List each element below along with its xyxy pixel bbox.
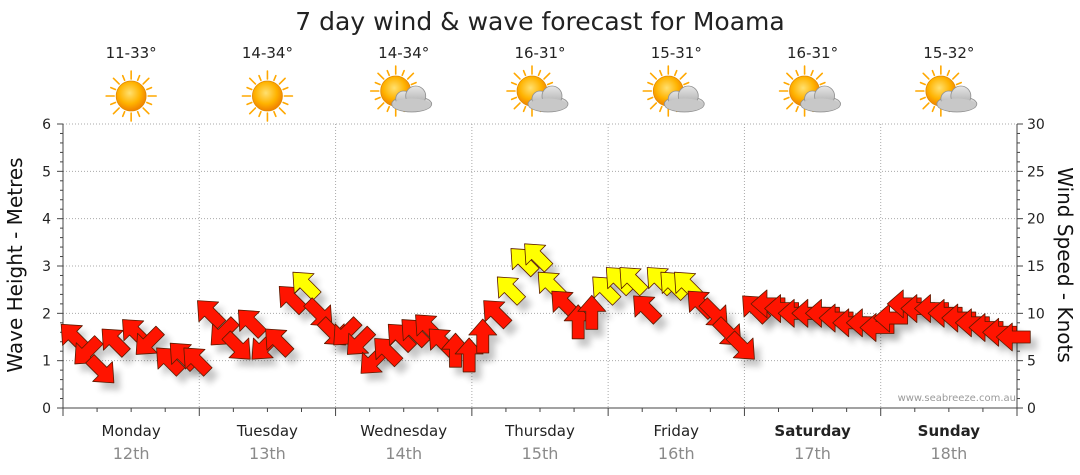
- wind-arrow: [278, 286, 308, 316]
- wind-arrow: [265, 328, 295, 358]
- y-axis-title-left: Wave Height - Metres: [3, 157, 27, 372]
- temperature-range: 15-31°: [651, 44, 702, 62]
- day-date-label: 15th: [522, 444, 559, 463]
- temperature-range: 16-31°: [787, 44, 838, 62]
- wind-arrow: [292, 271, 322, 301]
- y-tick-label-left: 1: [42, 354, 51, 370]
- y-axis-title-right: Wind Speed - Knots: [1053, 167, 1077, 363]
- y-tick-label-right: 30: [1027, 117, 1045, 133]
- sun-icon: [105, 70, 157, 122]
- wind-arrow: [524, 243, 554, 273]
- day-date-label: 18th: [930, 444, 967, 463]
- temperature-range: 16-31°: [514, 44, 565, 62]
- wind-arrow: [237, 309, 268, 339]
- y-tick-label-left: 0: [42, 401, 51, 417]
- day-name-label: Sunday: [918, 422, 981, 440]
- partly-cloudy-icon: [369, 65, 433, 117]
- partly-cloudy-icon: [642, 65, 705, 117]
- temperature-range: 14-34°: [242, 44, 293, 62]
- y-tick-label-left: 6: [42, 117, 51, 133]
- day-date-label: 17th: [794, 444, 831, 463]
- wind-arrow: [496, 276, 526, 306]
- sun-icon: [241, 70, 294, 122]
- wind-arrow: [995, 322, 1031, 352]
- day-date-label: 13th: [249, 444, 286, 463]
- temperature-range: 15-32°: [923, 44, 974, 62]
- partly-cloudy-icon: [778, 65, 841, 117]
- wind-arrow: [346, 325, 377, 355]
- wind-arrow: [633, 295, 663, 325]
- y-tick-label-right: 10: [1027, 306, 1045, 322]
- day-date-label: 14th: [385, 444, 422, 463]
- y-tick-label-right: 15: [1027, 259, 1045, 275]
- wind-arrow: [619, 267, 649, 297]
- wind-arrow: [85, 354, 115, 384]
- day-name-label: Friday: [654, 422, 700, 440]
- temperature-range: 14-34°: [378, 44, 429, 62]
- day-date-label: 16th: [658, 444, 695, 463]
- day-name-label: Tuesday: [236, 422, 298, 440]
- chart-title: 7 day wind & wave forecast for Moama: [295, 7, 784, 36]
- wind-arrow: [101, 328, 131, 358]
- partly-cloudy-icon: [506, 65, 569, 117]
- wind-arrow: [197, 300, 227, 330]
- wind-arrow: [183, 347, 213, 377]
- wind-arrow: [454, 337, 484, 373]
- wind-arrow: [725, 330, 755, 360]
- y-tick-label-left: 4: [42, 212, 51, 228]
- wind-arrow: [221, 330, 251, 360]
- day-name-label: Thursday: [504, 422, 575, 440]
- wind-arrow: [483, 300, 513, 330]
- partly-cloudy-icon: [915, 65, 978, 117]
- y-tick-label-left: 2: [42, 306, 51, 322]
- wind-arrow: [374, 338, 404, 368]
- wind-arrow: [859, 313, 895, 342]
- y-tick-label-right: 25: [1027, 164, 1045, 180]
- day-date-label: 12th: [113, 444, 150, 463]
- wind-arrow: [577, 294, 607, 330]
- wind-arrow: [135, 325, 165, 355]
- y-tick-label-right: 20: [1027, 212, 1045, 228]
- credit-text: www.seabreeze.com.au: [898, 393, 1016, 404]
- day-name-label: Wednesday: [360, 422, 447, 440]
- y-tick-label-left: 3: [42, 259, 51, 275]
- y-tick-label-left: 5: [42, 164, 51, 180]
- temperature-range: 11-33°: [106, 44, 157, 62]
- day-name-label: Monday: [102, 422, 161, 440]
- wind-arrow: [468, 318, 498, 354]
- y-tick-label-right: 0: [1027, 401, 1036, 417]
- day-name-label: Saturday: [774, 422, 851, 440]
- y-tick-label-right: 5: [1027, 354, 1036, 370]
